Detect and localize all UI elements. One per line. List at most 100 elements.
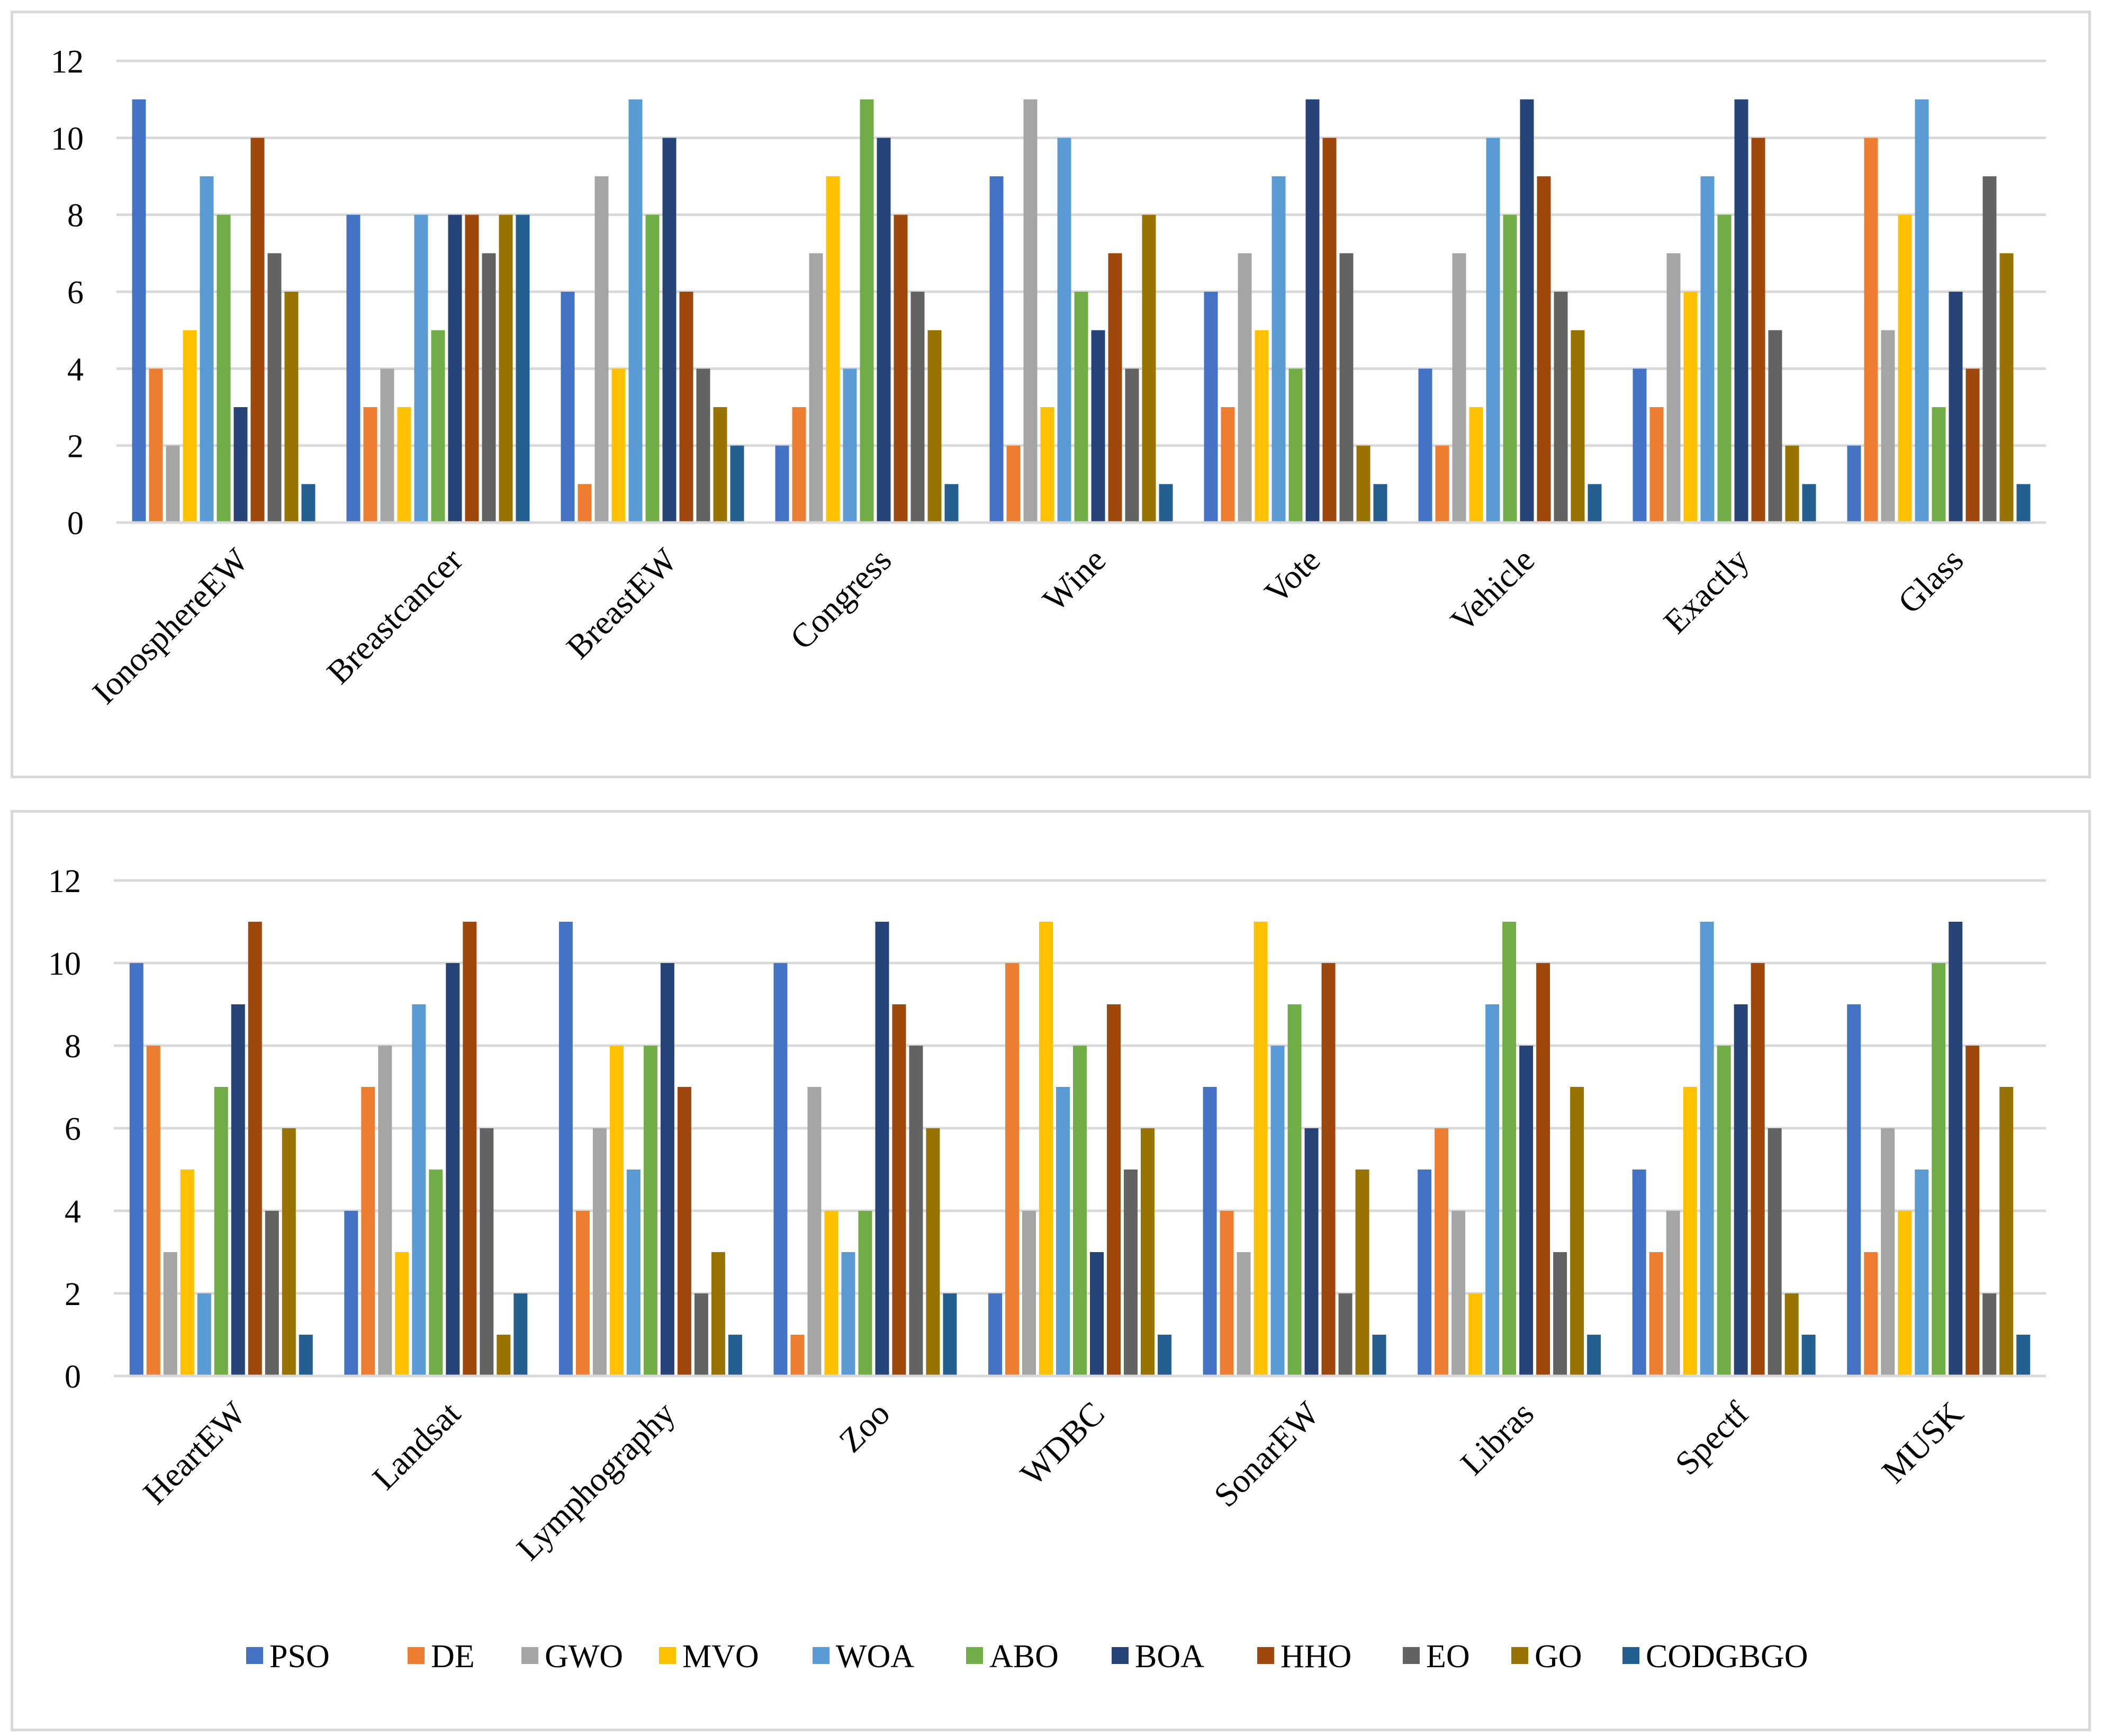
bar-codgbgo-breastcancer bbox=[516, 214, 530, 523]
bar-abo-breastew bbox=[645, 214, 660, 523]
legend-swatch-gwo bbox=[521, 1647, 538, 1664]
bar-eo-vote bbox=[1339, 253, 1354, 523]
bar-boa-ionosphereew bbox=[233, 407, 248, 523]
bar-boa-vehicle bbox=[1520, 99, 1534, 523]
category-label: Congress bbox=[783, 541, 899, 657]
bar-go-wdbc bbox=[1141, 1128, 1155, 1376]
bar-gwo-musk bbox=[1881, 1128, 1895, 1376]
legend-swatch-pso bbox=[246, 1647, 263, 1664]
y-tick-label: 0 bbox=[67, 506, 84, 542]
bar-abo-wdbc bbox=[1073, 1046, 1087, 1376]
y-tick-label: 8 bbox=[67, 198, 84, 234]
bar-codgbgo-ionosphereew bbox=[301, 484, 315, 523]
bar-codgbgo-vehicle bbox=[1588, 484, 1602, 523]
bar-go-breastcancer bbox=[499, 214, 513, 523]
bar-go-ionosphereew bbox=[284, 292, 299, 523]
bar-gwo-glass bbox=[1881, 330, 1895, 523]
y-tick-label: 4 bbox=[67, 352, 84, 388]
bar-eo-lymphography bbox=[694, 1293, 708, 1376]
bar-mvo-breastew bbox=[611, 368, 626, 523]
bar-boa-landsat bbox=[446, 963, 460, 1376]
bar-hho-breastcancer bbox=[465, 214, 479, 523]
bar-de-zoo bbox=[790, 1335, 805, 1376]
bar-pso-glass bbox=[1847, 445, 1861, 523]
bar-gwo-sonarew bbox=[1237, 1252, 1251, 1376]
bar-de-lymphography bbox=[575, 1211, 590, 1376]
bar-de-wine bbox=[1006, 445, 1021, 523]
bar-gwo-ionosphereew bbox=[166, 445, 180, 523]
bar-de-musk bbox=[1864, 1252, 1878, 1376]
bar-de-wdbc bbox=[1005, 963, 1019, 1376]
bar-gwo-breastew bbox=[594, 176, 609, 523]
bar-gwo-landsat bbox=[378, 1046, 392, 1376]
bar-codgbgo-exactly bbox=[1802, 484, 1816, 523]
bar-boa-heartew bbox=[231, 1004, 245, 1376]
bar-woa-congress bbox=[843, 368, 857, 523]
bar-mvo-heartew bbox=[180, 1170, 194, 1376]
bar-woa-libras bbox=[1485, 1004, 1500, 1376]
y-tick-label: 10 bbox=[48, 946, 81, 982]
bar-mvo-landsat bbox=[395, 1252, 409, 1376]
category-label: IonosphereEW bbox=[85, 541, 256, 711]
bar-codgbgo-congress bbox=[944, 484, 959, 523]
category-label: WDBC bbox=[1013, 1395, 1112, 1493]
bar-eo-ionosphereew bbox=[267, 253, 282, 523]
bar-eo-glass bbox=[1982, 176, 1997, 523]
bar-de-breastew bbox=[578, 484, 592, 523]
bar-boa-musk bbox=[1949, 922, 1963, 1376]
category-label: Wine bbox=[1035, 541, 1113, 618]
bar-eo-breastcancer bbox=[482, 253, 496, 523]
bar-go-breastew bbox=[713, 407, 727, 523]
bar-abo-musk bbox=[1932, 963, 1946, 1376]
bar-hho-glass bbox=[1965, 368, 1980, 523]
bar-go-spectf bbox=[1784, 1293, 1799, 1376]
bar-codgbgo-wine bbox=[1159, 484, 1173, 523]
bar-go-landsat bbox=[497, 1335, 511, 1376]
bar-pso-breastcancer bbox=[346, 214, 360, 523]
bar-codgbgo-landsat bbox=[513, 1293, 528, 1376]
y-tick-label: 6 bbox=[65, 1111, 81, 1147]
bar-abo-glass bbox=[1932, 407, 1946, 523]
bar-hho-vehicle bbox=[1537, 176, 1551, 523]
bar-boa-zoo bbox=[875, 922, 889, 1376]
bar-abo-landsat bbox=[429, 1170, 443, 1376]
bar-hho-breastew bbox=[679, 292, 693, 523]
legend-swatch-woa bbox=[813, 1647, 829, 1664]
bar-codgbgo-sonarew bbox=[1372, 1335, 1386, 1376]
bar-woa-zoo bbox=[841, 1252, 855, 1376]
bar-woa-vehicle bbox=[1486, 138, 1500, 523]
bar-mvo-exactly bbox=[1683, 292, 1698, 523]
legend-swatch-codgbgo bbox=[1622, 1647, 1639, 1664]
bar-woa-lymphography bbox=[626, 1170, 641, 1376]
chart-panel-top: 0 2 4 6 8 10 12 IonosphereEW Breastcancer BreastE… bbox=[11, 11, 2091, 778]
bar-abo-congress bbox=[860, 99, 874, 523]
bar-codgbgo-musk bbox=[2016, 1335, 2031, 1376]
bar-codgbgo-glass bbox=[2016, 484, 2031, 523]
bar-de-vote bbox=[1221, 407, 1235, 523]
bar-de-landsat bbox=[361, 1087, 375, 1376]
bar-eo-heartew bbox=[265, 1211, 279, 1376]
bar-pso-ionosphereew bbox=[132, 99, 146, 523]
y-tick-label: 0 bbox=[65, 1359, 81, 1395]
bar-pso-wine bbox=[989, 176, 1004, 523]
category-label: Zoo bbox=[832, 1395, 897, 1460]
category-label: Landsat bbox=[365, 1395, 468, 1497]
legend-swatch-de bbox=[408, 1647, 425, 1664]
bar-hho-heartew bbox=[248, 922, 262, 1376]
bar-mvo-ionosphereew bbox=[183, 330, 197, 523]
legend-label-eo: EO bbox=[1426, 1639, 1470, 1675]
bar-woa-landsat bbox=[412, 1004, 426, 1376]
bar-pso-wdbc bbox=[988, 1293, 1002, 1376]
bar-go-exactly bbox=[1785, 445, 1799, 523]
y-tick-label: 12 bbox=[48, 863, 81, 900]
legend-swatch-go bbox=[1511, 1647, 1528, 1664]
bar-boa-vote bbox=[1305, 99, 1320, 523]
legend-label-pso: PSO bbox=[269, 1639, 330, 1675]
category-label: BreastEW bbox=[559, 541, 684, 666]
bar-eo-wdbc bbox=[1124, 1170, 1138, 1376]
bar-pso-libras bbox=[1418, 1170, 1432, 1376]
bar-pso-vote bbox=[1204, 292, 1218, 523]
bar-codgbgo-zoo bbox=[943, 1293, 957, 1376]
bar-woa-breastcancer bbox=[414, 214, 428, 523]
bar-boa-wdbc bbox=[1090, 1252, 1104, 1376]
